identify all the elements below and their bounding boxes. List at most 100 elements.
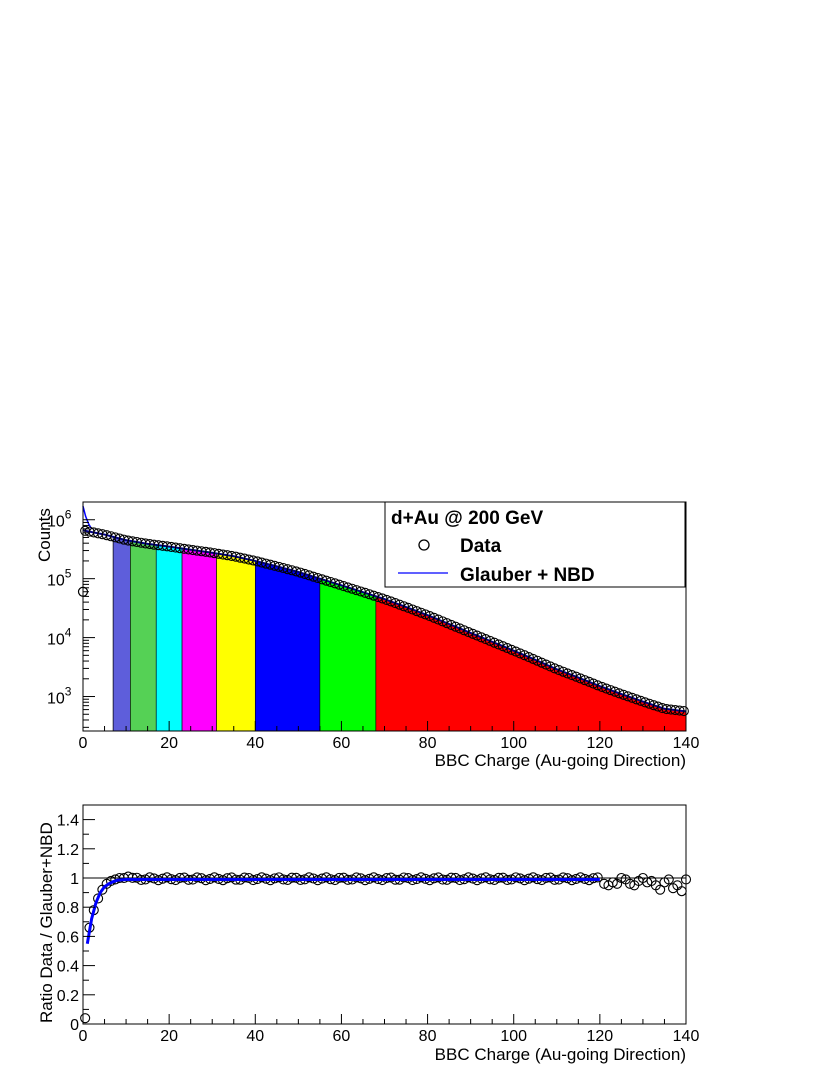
ratio-point [80, 1013, 91, 1024]
top-y-axis-label: Counts [35, 508, 54, 562]
x-tick-label: 80 [419, 735, 437, 752]
data-point [515, 648, 526, 659]
data-point [480, 634, 491, 645]
data-point [510, 646, 521, 657]
legend-title: d+Au @ 200 GeV [391, 508, 543, 529]
x-tick-label: 100 [500, 1028, 527, 1045]
centrality-bin-4 [181, 548, 217, 732]
y-tick-label: 106 [47, 508, 72, 531]
data-point [674, 705, 685, 716]
data-point [506, 644, 517, 655]
data-point [575, 673, 586, 684]
data-point [618, 689, 629, 700]
data-point [588, 678, 599, 689]
data-point [678, 706, 689, 717]
data-point [609, 686, 620, 697]
data-points [77, 525, 689, 717]
data-point [549, 663, 560, 674]
data-point [459, 625, 470, 636]
top-y-ticks: 103 104 105 106 [47, 501, 95, 728]
x-tick-label: 140 [673, 1028, 700, 1045]
data-point [571, 671, 582, 682]
ratio-point [676, 886, 687, 897]
centrality-bin-6 [254, 560, 321, 732]
x-tick-label: 120 [587, 735, 614, 752]
data-point [489, 637, 500, 648]
ratio-point [616, 872, 627, 884]
ratio-point [607, 877, 618, 888]
bottom-panel: 0 20 40 60 80 100 120 140 00.20.40.60.811.21.4 … [37, 804, 700, 1064]
data-point [553, 665, 564, 676]
bottom-x-ticks: 0 20 40 60 80 100 120 140 [79, 1014, 700, 1045]
data-point [502, 642, 513, 654]
data-point [579, 675, 590, 686]
data-point [566, 670, 577, 681]
ratio-points [80, 871, 692, 1024]
x-tick-label: 120 [587, 1028, 614, 1045]
bottom-y-axis-label: Ratio Data / Glauber+NBD [37, 822, 56, 1023]
x-tick-label: 20 [160, 735, 178, 752]
y-tick-label: 0.8 [57, 900, 79, 917]
data-point [403, 602, 414, 613]
data-point [472, 630, 483, 641]
legend-data-marker [418, 539, 430, 551]
y-tick-label: 104 [47, 626, 72, 649]
data-point [558, 666, 569, 677]
data-point [428, 612, 440, 623]
data-point [454, 623, 465, 634]
bottom-frame [82, 804, 687, 1025]
data-point [493, 639, 504, 650]
legend: d+Au @ 200 GeV Data Glauber + NBD [384, 501, 686, 588]
ratio-curve [85, 877, 600, 944]
y-tick-label: 0.4 [57, 959, 79, 976]
ratio-point [592, 872, 603, 883]
data-point [441, 618, 453, 629]
ratio-point [655, 884, 666, 895]
x-tick-label: 40 [246, 1028, 264, 1045]
x-tick-label: 140 [673, 735, 700, 752]
x-tick-label: 40 [246, 735, 264, 752]
data-point [467, 628, 478, 639]
y-tick-label: 103 [47, 685, 72, 708]
data-point [420, 609, 431, 620]
data-point [476, 632, 487, 643]
centrality-bin-1 [112, 536, 131, 732]
data-point [381, 594, 392, 605]
data-point [592, 680, 603, 691]
data-point [411, 606, 422, 617]
data-point [416, 607, 427, 618]
y-tick-label: 1 [70, 871, 79, 888]
x-tick-label: 60 [333, 1028, 351, 1045]
y-tick-label: 0.6 [57, 929, 79, 946]
data-point [605, 685, 616, 696]
top-panel: 0 20 40 60 80 100 120 140 103 104 105 106 BBC Char… [35, 501, 700, 770]
x-tick-label: 0 [79, 735, 88, 752]
data-point [622, 691, 633, 702]
x-tick-label: 80 [419, 1028, 437, 1045]
data-point [584, 676, 595, 687]
data-point [437, 616, 448, 627]
data-point [433, 614, 444, 625]
ratio-point [663, 874, 674, 885]
data-point [601, 683, 612, 694]
data-point [390, 598, 401, 609]
data-point [463, 626, 474, 638]
data-point [424, 611, 435, 622]
data-point [497, 641, 509, 652]
data-point [446, 619, 457, 630]
data-point [394, 599, 405, 610]
data-point [596, 681, 608, 692]
data-point [627, 692, 638, 703]
y-tick-label: 0 [70, 1017, 79, 1034]
data-point [614, 688, 625, 699]
data-point [631, 694, 642, 705]
y-tick-label: 105 [47, 567, 72, 590]
data-point [377, 593, 388, 604]
x-tick-label: 60 [333, 735, 351, 752]
data-point [562, 668, 573, 679]
legend-glauber-label: Glauber + NBD [460, 565, 595, 586]
y-tick-label: 0.2 [57, 988, 79, 1005]
centrality-bin-3 [155, 544, 183, 732]
centrality-bin-2 [130, 540, 157, 732]
